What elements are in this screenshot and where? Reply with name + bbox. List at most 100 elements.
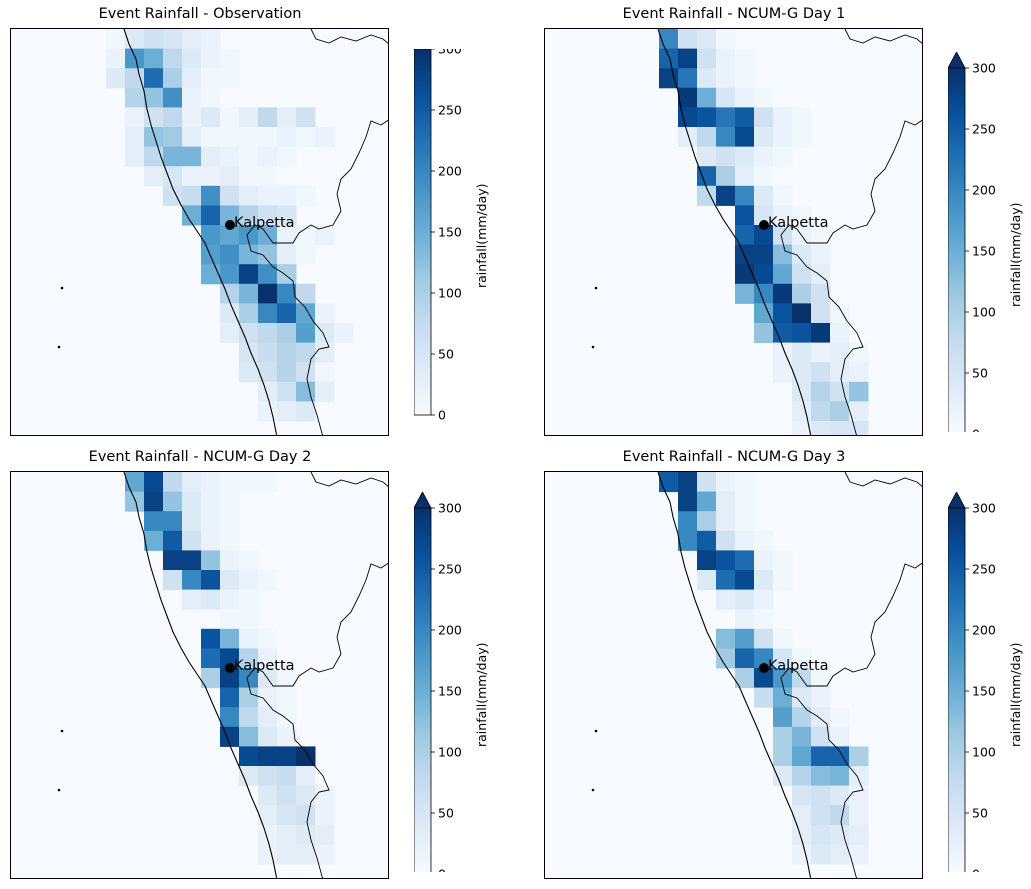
rainfall-cell [754,323,774,344]
rainfall-cell [220,628,240,649]
rainfall-cell [773,707,793,728]
rainfall-cell [163,29,183,50]
rainfall-cell [716,127,736,148]
rainfall-cell [849,421,869,435]
rainfall-cell [201,648,221,669]
rainfall-cell [220,589,240,610]
rainfall-cell [716,166,736,187]
rainfall-cell [811,707,831,728]
rainfall-cell [239,185,259,206]
rainfall-cell [239,225,259,246]
rainfall-cell [277,687,297,708]
island-marker [594,729,598,733]
rainfall-cell [773,225,793,246]
rainfall-cell [144,491,164,512]
rainfall-cell [296,844,316,865]
rainfall-cell [182,68,202,89]
rainfall-cell [220,303,240,324]
map-svg: Kalpetta [591,472,922,878]
kalpetta-label: Kalpetta [234,215,295,231]
rainfall-cell [716,48,736,69]
rainfall-cell [258,342,278,363]
colorbar-tick-label: 50 [972,366,988,381]
rainfall-cell [125,146,145,167]
rainfall-cell [735,609,755,630]
rainfall-cell [315,824,335,845]
rainfall-cell [849,766,869,787]
colorbar: 0 50 100 150 200 250 300 rainfall(mm/day) [413,491,494,882]
rainfall-cell [315,362,335,383]
rainfall-cell [239,205,259,226]
rainfall-cell [811,283,831,304]
rainfall-cell [277,146,297,167]
coastline [123,472,278,878]
rainfall-cell [239,707,259,728]
rainfall-cell [201,185,221,206]
map-svg: Kalpetta [591,29,922,435]
rainfall-cell [277,303,297,324]
rainfall-cell [792,746,812,767]
rainfall-cell [773,264,793,285]
rainfall-cell [277,283,297,304]
colorbar-tick-label: 100 [972,305,996,320]
rainfall-cell [220,511,240,532]
rainfall-cell [697,472,717,493]
rainfall-cell [239,570,259,591]
rainfall-cell [830,362,850,383]
rainfall-cell [201,472,221,493]
rainfall-cell [220,225,240,246]
rainfall-cell [830,707,850,728]
rainfall-cell [258,687,278,708]
rainfall-cell [258,746,278,767]
rainfall-cell [754,107,774,128]
rainfall-cell [239,146,259,167]
rainfall-cell [678,107,698,128]
rainfall-cell [201,48,221,69]
rainfall-cell [296,303,316,324]
rainfall-cell [315,225,335,246]
rainfall-cell [258,707,278,728]
rainfall-cell [678,29,698,50]
rainfall-cell [201,166,221,187]
rainfall-cell [849,746,869,767]
rainfall-cell [697,146,717,167]
rainfall-cell [239,726,259,747]
rainfall-cell [697,166,717,187]
rainfall-cell [296,127,316,148]
rainfall-cell [735,511,755,532]
rainfall-cell [716,570,736,591]
colorbar-tick-label: 0 [438,867,446,873]
rainfall-cell [792,687,812,708]
rainfall-cell [163,570,183,591]
rainfall-cell [201,127,221,148]
kalpetta-marker [759,663,769,673]
rainfall-cell [792,785,812,806]
rainfall-cell [735,225,755,246]
rainfall-cell [258,166,278,187]
rainfall-cell [811,323,831,344]
rainfall-cell [258,244,278,265]
rainfall-cell [735,570,755,591]
rainfall-cell [277,205,297,226]
colorbar-tick-label: 0 [972,867,980,873]
rainfall-cell [754,185,774,206]
rainfall-cell [678,68,698,89]
rainfall-cell [792,303,812,324]
colorbar-svg: 0 50 100 150 200 250 300 rainfall(mm/day) [947,491,1023,882]
rainfall-cell [334,323,354,344]
rainfall-cell [830,746,850,767]
rainfall-cell [258,362,278,383]
kalpetta-label: Kalpetta [768,215,829,231]
rainfall-cell [277,805,297,826]
rainfall-cell [735,628,755,649]
rainfall-cell [277,824,297,845]
rainfall-cell [220,687,240,708]
colorbar-tick-label: 150 [438,684,462,699]
rainfall-cell [792,205,812,226]
rainfall-cell [239,550,259,571]
rainfall-cell [296,362,316,383]
rainfall-cell [773,570,793,591]
colorbar-tick-label: 100 [438,745,462,760]
rainfall-cell [754,87,774,108]
rainfall-cell [830,381,850,402]
